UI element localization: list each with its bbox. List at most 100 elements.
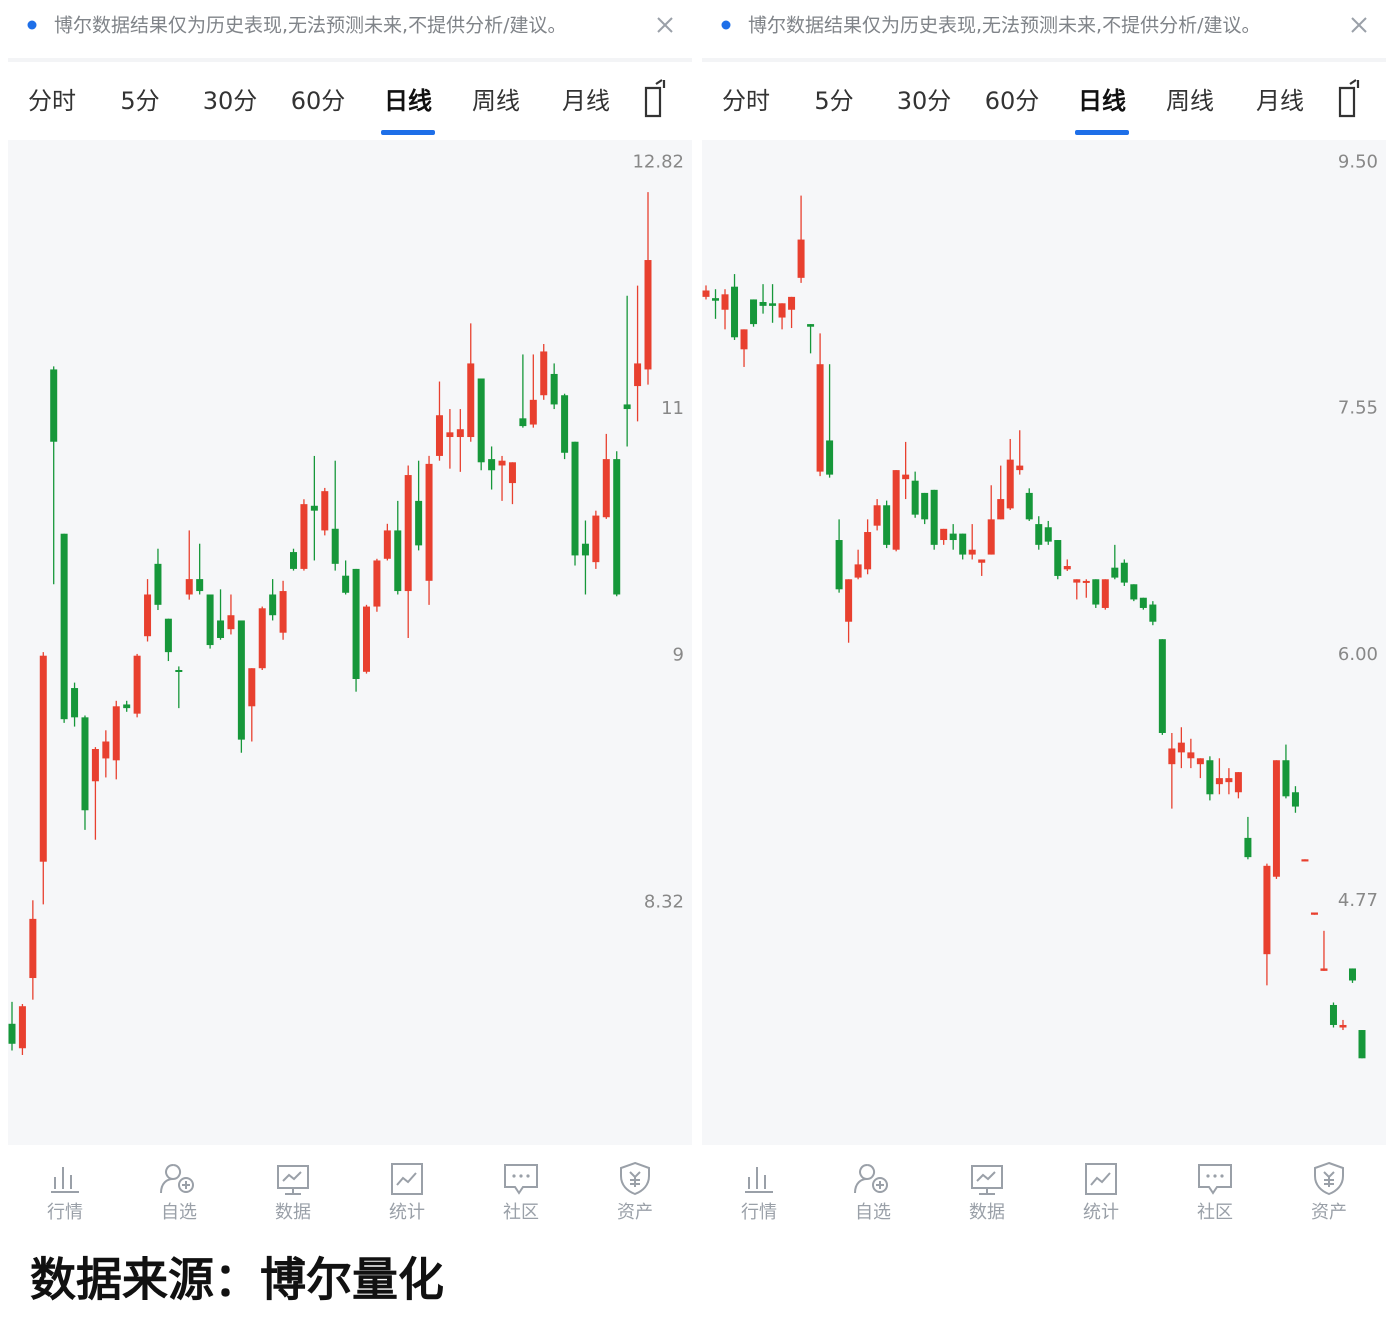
- candle-body: [1320, 968, 1328, 971]
- nav-label[interactable]: 自选: [855, 1202, 891, 1223]
- notice-dot: [27, 20, 37, 30]
- candle-body: [921, 492, 929, 520]
- candle-body: [634, 363, 642, 387]
- icon-stroke: [160, 1164, 182, 1194]
- close-button[interactable]: [657, 17, 673, 33]
- y-tick-label: 11: [661, 398, 684, 419]
- candle-body: [987, 519, 995, 555]
- candle-body: [206, 594, 214, 646]
- candle-body: [1149, 604, 1157, 622]
- period-tab[interactable]: 分时: [28, 87, 76, 115]
- candle-body: [940, 528, 948, 541]
- nav-icon: [277, 1165, 309, 1195]
- candle-body: [425, 463, 433, 581]
- nav-label[interactable]: 资产: [1311, 1202, 1347, 1223]
- candle-body: [769, 303, 777, 306]
- nav-bar: [8, 1147, 692, 1247]
- candle-body: [1120, 562, 1128, 583]
- notice-text: 博尔数据结果仅为历史表现,无法预测未来,不提供分析/建议。: [54, 15, 566, 37]
- period-tab[interactable]: 30分: [897, 87, 952, 115]
- candle-body: [227, 615, 235, 630]
- candle-body: [1139, 597, 1147, 608]
- period-tab[interactable]: 周线: [1166, 87, 1214, 115]
- nav-icon: [1314, 1161, 1344, 1196]
- candle-body: [290, 552, 298, 569]
- nav-bar: [702, 1147, 1386, 1247]
- candle-body: [60, 533, 68, 720]
- candle-body: [217, 620, 225, 638]
- candle-body: [1272, 760, 1280, 877]
- period-tab[interactable]: 5分: [814, 87, 853, 115]
- nav-label[interactable]: 数据: [275, 1202, 311, 1223]
- candle-body: [623, 404, 631, 410]
- nav-label[interactable]: 自选: [161, 1202, 197, 1223]
- nav-label[interactable]: 统计: [1083, 1202, 1119, 1223]
- period-tab[interactable]: 60分: [985, 87, 1040, 115]
- nav-icon: [1198, 1164, 1232, 1195]
- candle-body: [778, 303, 786, 318]
- candle-body: [81, 717, 89, 811]
- candle-body: [362, 606, 370, 672]
- rotate-button[interactable]: [644, 79, 666, 118]
- candle-body: [1215, 778, 1223, 785]
- candle-body: [1006, 459, 1014, 509]
- period-tab[interactable]: 周线: [472, 87, 520, 115]
- candle-body: [702, 290, 710, 297]
- nav-label[interactable]: 社区: [1197, 1202, 1233, 1223]
- nav-icon: [160, 1164, 194, 1194]
- period-tab[interactable]: 60分: [291, 87, 346, 115]
- candle-body: [467, 363, 475, 438]
- candle-body: [1035, 524, 1043, 545]
- candle-body: [50, 369, 58, 442]
- phone-panel: 博尔数据结果仅为历史表现,无法预测未来,不提供分析/建议。分时 5分 30分 60分 日…: [702, 15, 1386, 1247]
- candle-body: [8, 1023, 16, 1044]
- candle-body: [873, 505, 881, 526]
- period-tab[interactable]: 5分: [120, 87, 159, 115]
- candle-body: [123, 704, 131, 709]
- candle-body: [807, 324, 815, 327]
- candle-body: [731, 286, 739, 338]
- nav-icon: [620, 1161, 650, 1196]
- rotate-button[interactable]: [1338, 79, 1360, 118]
- candle-body: [978, 559, 986, 563]
- candle-body: [1025, 492, 1033, 520]
- nav-label[interactable]: 行情: [47, 1202, 83, 1223]
- candle-body: [300, 504, 308, 569]
- period-tab[interactable]: 30分: [203, 87, 258, 115]
- candle-body: [39, 655, 47, 862]
- icon-stroke: [178, 1177, 194, 1193]
- candle-body: [930, 489, 938, 545]
- period-tab[interactable]: 月线: [1256, 87, 1304, 115]
- candle-body: [1073, 579, 1081, 583]
- candle-body: [310, 505, 318, 511]
- icon-stroke: [504, 1164, 538, 1195]
- close-button[interactable]: [1351, 17, 1367, 33]
- period-tab[interactable]: 分时: [722, 87, 770, 115]
- candle-body: [248, 668, 256, 707]
- nav-label[interactable]: 数据: [969, 1202, 1005, 1223]
- candle-body: [740, 329, 748, 350]
- nav-icon: [391, 1163, 423, 1195]
- candle-body: [581, 543, 589, 556]
- candle-body: [712, 298, 720, 301]
- y-tick-label: 12.82: [632, 152, 684, 173]
- candle-body: [759, 302, 767, 306]
- candle-body: [1111, 567, 1119, 578]
- candle-body: [29, 918, 37, 979]
- nav-label[interactable]: 行情: [741, 1202, 777, 1223]
- nav-label[interactable]: 统计: [389, 1202, 425, 1223]
- nav-label[interactable]: 资产: [617, 1202, 653, 1223]
- y-tick-label: 8.32: [644, 891, 684, 912]
- period-tab[interactable]: 日线: [1078, 87, 1126, 115]
- icon-dot: [1213, 1174, 1217, 1178]
- nav-icon: [745, 1167, 773, 1193]
- icon-stroke: [182, 1181, 190, 1189]
- period-tab[interactable]: 月线: [562, 87, 610, 115]
- period-tab[interactable]: 日线: [384, 87, 432, 115]
- candle-body: [1301, 859, 1309, 862]
- nav-label[interactable]: 社区: [503, 1202, 539, 1223]
- icon-dot: [526, 1174, 530, 1178]
- icon-stroke: [1314, 1161, 1344, 1196]
- candle-body: [1348, 968, 1356, 981]
